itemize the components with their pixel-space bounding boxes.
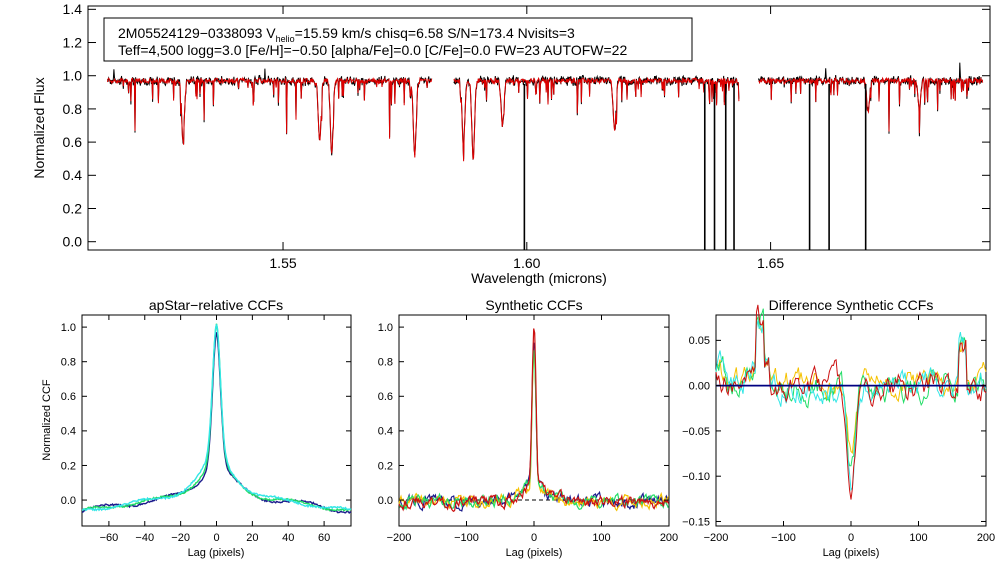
spectrum-axes: 1.55 1.60 1.65 0.0 0.2 0.4 0.6 0.8 1.0 1.2 1.4 [63, 1, 990, 271]
synthetic-ccf-ytick-label-2: 0.4 [378, 426, 393, 438]
spectrum-panel: 1.55 1.60 1.65 0.0 0.2 0.4 0.6 0.8 1.0 1.2 1.4 2M0… [31, 1, 991, 286]
apstar-ccf-series-visit-2 [81, 323, 352, 512]
difference-ccf-xlabel: Lag (pixels) [823, 547, 880, 559]
difference-ccf-series-visit-2 [715, 308, 987, 467]
synthetic-ccf-axes: −200 −100 0 100 200 0.0 0.2 0.4 0.6 0.8 1.0 [378, 315, 678, 544]
synthetic-ccf-xtick-label-3: 100 [592, 532, 610, 544]
spectrum-xtick-label-2: 1.65 [757, 255, 784, 271]
spectrum-xtick-label-1: 1.60 [513, 255, 540, 271]
apstar-ccf-xtick-label-1: −40 [135, 532, 154, 544]
apstar-ccf-ylabel: Normalized CCF [41, 379, 53, 461]
apstar-ccf-xtick-label-3: 0 [213, 532, 219, 544]
apstar-ccf-title: apStar−relative CCFs [149, 297, 283, 313]
spectrum-lines [107, 62, 984, 250]
spectrum-ytick-label-5: 1.0 [63, 68, 83, 84]
apstar-ccf-ytick-label-2: 0.4 [61, 426, 76, 438]
difference-ccf-frame [715, 314, 987, 527]
synthetic-ccf-xtick-label-2: 0 [531, 532, 537, 544]
spectrum-xtick-label-0: 1.55 [269, 255, 296, 271]
apstar-ccf-xtick-label-4: 20 [246, 532, 258, 544]
apstar-ccf-xlabel: Lag (pixels) [188, 547, 245, 559]
spectrum-ytick-label-6: 1.2 [63, 34, 83, 50]
difference-ccf-xtick-label-2: 0 [848, 532, 854, 544]
difference-ccf-ytick-label-1: −0.10 [682, 471, 710, 483]
synthetic-ccf-ytick-label-3: 0.6 [378, 391, 393, 403]
difference-ccf-panel: Difference Synthetic CCFs −200 −100 0 100 20… [682, 297, 995, 559]
difference-ccf-xtick-label-4: 200 [977, 532, 995, 544]
apstar-ccf-xtick-label-5: 40 [282, 532, 294, 544]
synthetic-ccf-lines [398, 328, 669, 513]
difference-ccf-xtick-label-1: −100 [771, 532, 796, 544]
apstar-ccf-panel: apStar−relative CCFs −60 −40 −20 0 20 40 60 0.0… [41, 297, 352, 559]
spectrum-ytick-label-1: 0.2 [63, 200, 83, 216]
synthetic-ccf-ytick-label-4: 0.8 [378, 357, 393, 369]
difference-ccf-ytick-label-4: 0.05 [689, 335, 710, 347]
spectrum-xlabel: Wavelength (microns) [471, 270, 607, 286]
observed-spectrum-chip-2 [757, 62, 984, 137]
observed-spectrum-chip-1 [453, 74, 740, 160]
spectrum-ytick-label-0: 0.0 [63, 234, 83, 250]
spectrum-ytick-label-3: 0.6 [63, 134, 83, 150]
spectrum-ytick-label-4: 0.8 [63, 101, 83, 117]
synthetic-ccf-series-visit-2 [398, 350, 669, 511]
apstar-ccf-series-visit-3 [81, 324, 352, 512]
annotation-measurements: =15.59 km/s chisq=6.58 S/N=173.4 Nvisits… [295, 25, 575, 41]
spectrum-annotation-line1: 2M05524129−0338093 Vhelio=15.59 km/s chi… [118, 25, 575, 44]
apstar-ccf-lines [81, 323, 352, 514]
difference-ccf-xtick-label-0: −200 [704, 532, 729, 544]
synthetic-ccf-xtick-label-4: 200 [660, 532, 678, 544]
synthetic-ccf-ytick-label-5: 1.0 [378, 322, 393, 334]
synthetic-ccf-panel: Synthetic CCFs −200 −100 0 100 200 0.0 0.2 0.4 0… [378, 297, 678, 559]
apstar-ccf-ytick-label-3: 0.6 [61, 391, 76, 403]
apstar-ccf-series-visit-1 [81, 332, 352, 514]
spectrum-ytick-label-2: 0.4 [63, 167, 83, 183]
spectrum-ytick-label-7: 1.4 [63, 1, 83, 17]
annotation-vhelio-subscript: helio [276, 34, 295, 44]
annotation-star-id: 2M05524129−0338093 V [118, 25, 276, 41]
synthetic-ccf-xtick-label-1: −100 [454, 532, 479, 544]
difference-ccf-lines [715, 304, 987, 500]
apstar-ccf-xtick-label-6: 60 [318, 532, 330, 544]
difference-ccf-ytick-label-0: −0.15 [682, 516, 710, 528]
difference-ccf-ytick-label-2: −0.05 [682, 426, 710, 438]
difference-ccf-axes: −200 −100 0 100 200 −0.15 −0.10 −0.05 0.00 0.05 [682, 315, 995, 544]
spectrum-ylabel: Normalized Flux [31, 77, 47, 178]
difference-ccf-xtick-label-3: 100 [909, 532, 927, 544]
model-spectrum-chip-1 [453, 76, 740, 162]
spectrum-annotation-box [103, 17, 693, 62]
synthetic-ccf-series-visit-1 [398, 352, 669, 512]
model-spectrum-chip-0 [107, 76, 433, 158]
model-spectrum-chip-2 [758, 76, 984, 134]
apstar-ccf-frame [81, 314, 352, 527]
apstar-ccf-axes: −60 −40 −20 0 20 40 60 0.0 0.2 0.4 0.6 0.8 1.0 [61, 315, 351, 544]
difference-ccf-series-visit-3 [715, 320, 987, 492]
difference-ccf-series-visit-4 [715, 304, 987, 500]
apstar-ccf-ytick-label-1: 0.2 [61, 460, 76, 472]
spectrum-annotation-line2: Teff=4,500 logg=3.0 [Fe/H]=−0.50 [alpha/… [118, 42, 627, 58]
spectrum-plot-frame [87, 5, 991, 251]
apstar-ccf-xtick-label-2: −20 [171, 532, 190, 544]
synthetic-ccf-xtick-label-0: −200 [387, 532, 412, 544]
synthetic-ccf-title: Synthetic CCFs [485, 297, 582, 313]
apstar-ccf-ytick-label-0: 0.0 [61, 495, 76, 507]
apstar-ccf-ytick-label-5: 1.0 [61, 322, 76, 334]
synthetic-ccf-ytick-label-0: 0.0 [378, 495, 393, 507]
difference-ccf-title: Difference Synthetic CCFs [769, 297, 934, 313]
synthetic-ccf-series-visit-3 [398, 328, 669, 513]
synthetic-ccf-xlabel: Lag (pixels) [506, 547, 563, 559]
apstar-ccf-xtick-label-0: −60 [100, 532, 119, 544]
difference-ccf-ytick-label-3: 0.00 [689, 380, 710, 392]
synthetic-ccf-ytick-label-1: 0.2 [378, 460, 393, 472]
apstar-ccf-ytick-label-4: 0.8 [61, 357, 76, 369]
